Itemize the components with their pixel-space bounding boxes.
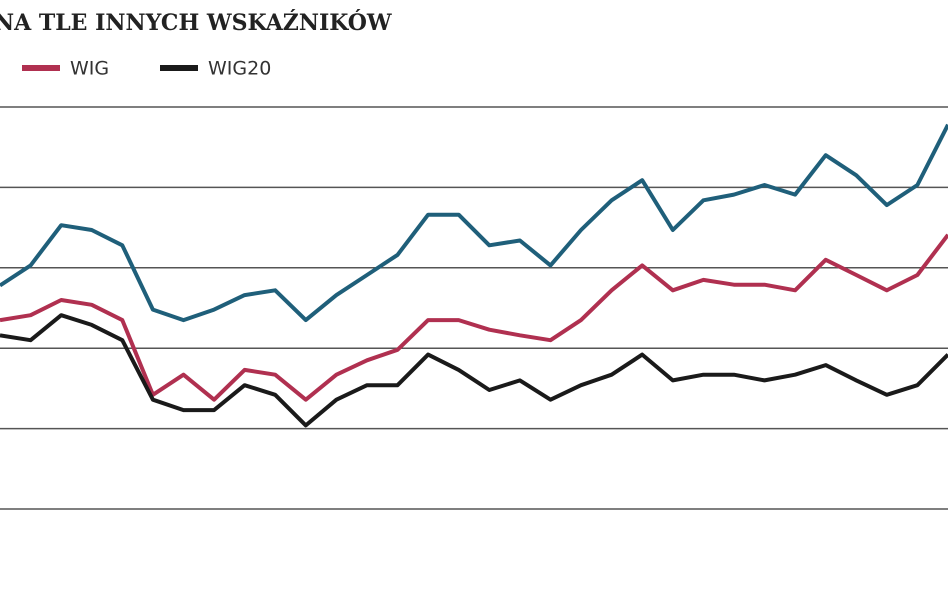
series-line xyxy=(0,123,948,323)
legend-label: WIG20 xyxy=(208,58,271,80)
series-line xyxy=(0,233,948,402)
chart-title: NA TLE INNYCH WSKAŹNIKÓW xyxy=(0,9,392,36)
legend-label: WIG xyxy=(70,58,109,80)
series-line xyxy=(0,313,948,428)
